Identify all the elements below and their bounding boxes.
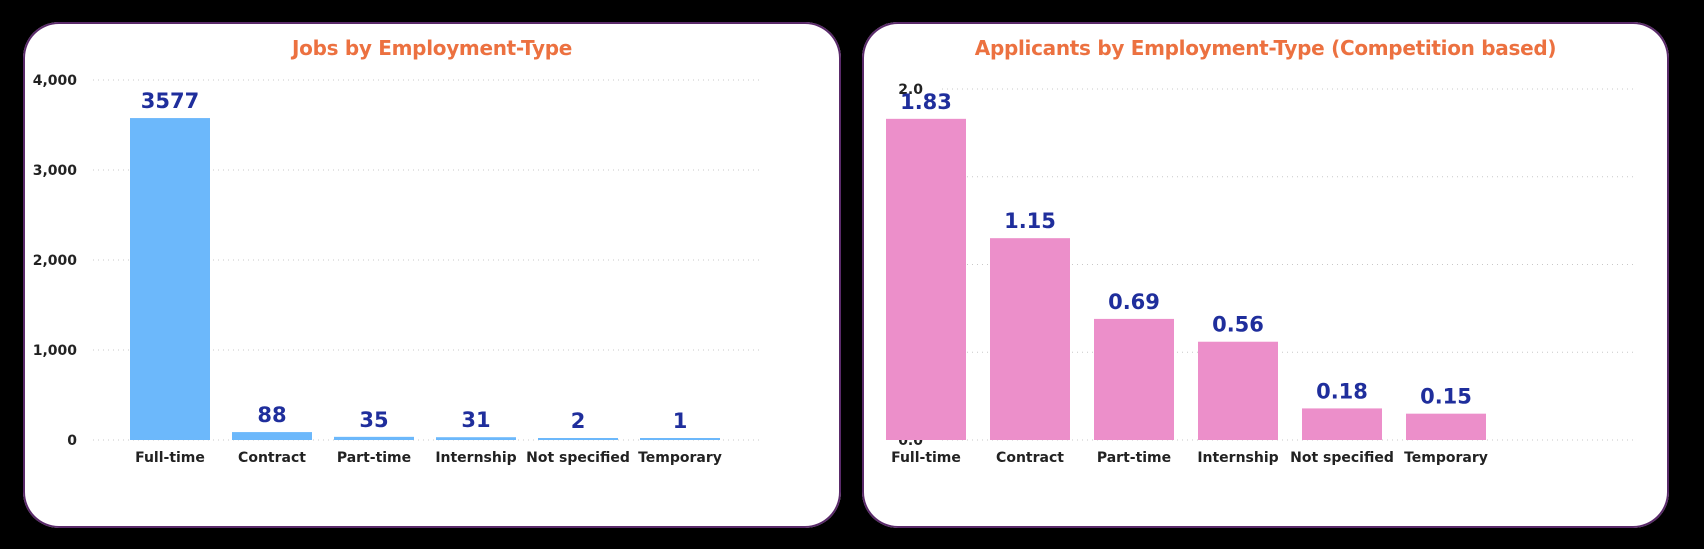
applicants-data-label: 0.56 bbox=[1212, 313, 1264, 337]
jobs-category-label: Internship bbox=[435, 450, 516, 466]
jobs-data-label: 1 bbox=[673, 409, 688, 433]
jobs-category-label: Part-time bbox=[337, 450, 411, 466]
applicants-category-label: Part-time bbox=[1097, 450, 1171, 466]
jobs-category-label: Temporary bbox=[638, 450, 722, 466]
applicants-category-label: Full-time bbox=[891, 450, 961, 466]
applicants-bar[interactable] bbox=[1198, 341, 1278, 440]
jobs-data-label: 3577 bbox=[141, 89, 199, 113]
applicants-category-label: Internship bbox=[1197, 450, 1278, 466]
jobs-data-label: 88 bbox=[257, 403, 286, 427]
jobs-ytick-label: 3,000 bbox=[33, 163, 78, 179]
applicants-bar[interactable] bbox=[1094, 318, 1174, 440]
jobs-bar[interactable] bbox=[538, 438, 618, 440]
applicants-data-label: 0.18 bbox=[1316, 379, 1368, 403]
applicants-bar[interactable] bbox=[1302, 408, 1382, 440]
jobs-ytick-label: 1,000 bbox=[33, 343, 78, 359]
jobs-bar[interactable] bbox=[232, 432, 312, 440]
applicants-chart-svg: 0.00.51.01.52.01.83Full-time1.15Contract… bbox=[886, 82, 1634, 466]
applicants-data-label: 0.69 bbox=[1108, 290, 1160, 314]
applicants-bar[interactable] bbox=[990, 238, 1070, 440]
jobs-chart-title: Jobs by Employment-Type bbox=[292, 36, 572, 60]
jobs-data-label: 2 bbox=[571, 409, 586, 433]
jobs-category-label: Full-time bbox=[135, 450, 205, 466]
applicants-chart-title: Applicants by Employment-Type (Competiti… bbox=[974, 36, 1557, 60]
jobs-data-label: 35 bbox=[359, 408, 388, 432]
jobs-category-label: Contract bbox=[238, 450, 306, 466]
applicants-ytick-label: 2.0 bbox=[898, 82, 923, 98]
jobs-chart-panel: Jobs by Employment-Type 0 1,000 2,000 3,000… bbox=[23, 22, 841, 528]
jobs-bar[interactable] bbox=[334, 436, 414, 440]
jobs-bar[interactable] bbox=[640, 438, 720, 440]
jobs-ytick-label: 2,000 bbox=[33, 253, 78, 269]
applicants-data-label: 1.83 bbox=[900, 90, 952, 114]
jobs-bar[interactable] bbox=[436, 437, 516, 440]
applicants-category-label: Contract bbox=[996, 450, 1064, 466]
jobs-bar[interactable] bbox=[130, 118, 210, 440]
applicants-bar[interactable] bbox=[1406, 413, 1486, 440]
applicants-bar[interactable] bbox=[886, 118, 966, 441]
jobs-ytick-label: 4,000 bbox=[33, 73, 78, 89]
applicants-chart-panel: Applicants by Employment-Type (Competiti… bbox=[862, 22, 1669, 528]
applicants-category-label: Temporary bbox=[1404, 450, 1488, 466]
jobs-chart-svg: 0 1,000 2,000 3,000 4,000 3577 Full-time 88 Cont… bbox=[33, 73, 763, 466]
applicants-category-label: Not specified bbox=[1290, 450, 1394, 466]
jobs-data-label: 31 bbox=[461, 408, 490, 432]
applicants-data-label: 1.15 bbox=[1004, 209, 1056, 233]
applicants-data-label: 0.15 bbox=[1420, 385, 1472, 409]
jobs-category-label: Not specified bbox=[526, 450, 630, 466]
jobs-ytick-label: 0 bbox=[67, 433, 77, 449]
